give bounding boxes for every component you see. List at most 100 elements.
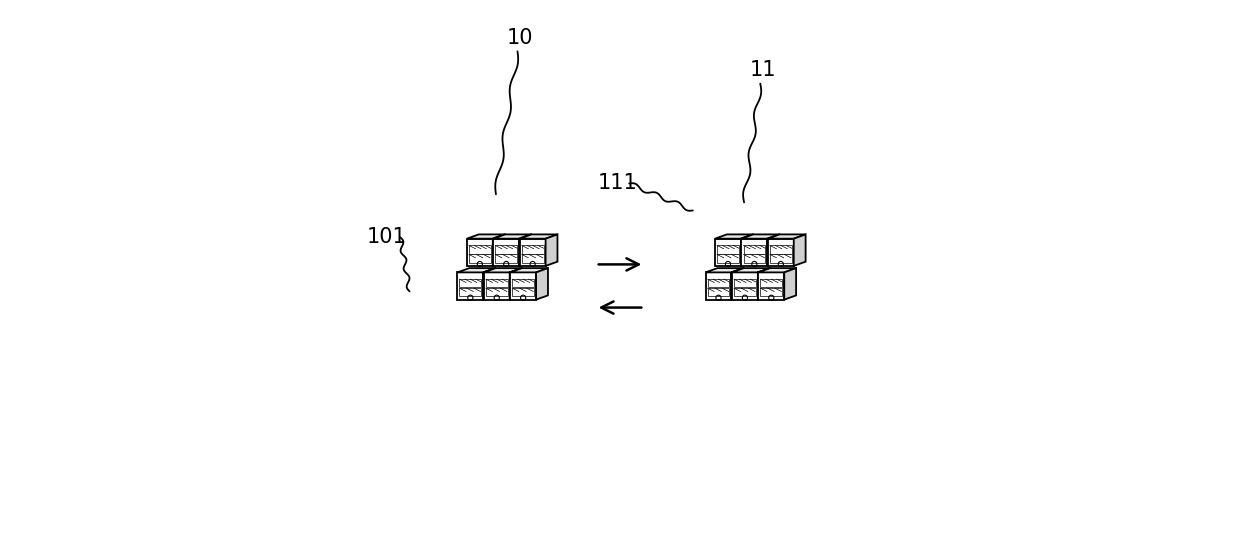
Polygon shape <box>492 234 505 266</box>
Circle shape <box>469 292 481 304</box>
Bar <box>770 245 791 253</box>
Circle shape <box>469 283 482 296</box>
Circle shape <box>508 288 521 300</box>
Circle shape <box>725 296 738 308</box>
Circle shape <box>718 292 729 304</box>
Polygon shape <box>715 234 753 239</box>
Circle shape <box>496 295 511 310</box>
Circle shape <box>477 296 490 308</box>
Polygon shape <box>794 234 806 266</box>
Circle shape <box>498 280 511 292</box>
Circle shape <box>486 276 501 292</box>
Circle shape <box>718 283 732 297</box>
Bar <box>512 288 534 296</box>
Bar <box>717 245 739 253</box>
Bar <box>744 245 765 253</box>
Bar <box>467 239 492 266</box>
Circle shape <box>485 295 501 311</box>
Circle shape <box>465 287 480 301</box>
Bar <box>742 239 768 266</box>
Circle shape <box>717 291 730 305</box>
Circle shape <box>505 291 520 305</box>
Circle shape <box>725 295 739 309</box>
Polygon shape <box>546 234 558 266</box>
Bar <box>522 245 543 253</box>
Circle shape <box>466 288 479 300</box>
Bar <box>715 239 742 266</box>
Bar <box>486 279 507 287</box>
Circle shape <box>475 278 490 293</box>
Ellipse shape <box>404 255 582 333</box>
Circle shape <box>486 296 500 310</box>
Bar <box>768 239 794 266</box>
Circle shape <box>506 292 518 304</box>
Bar <box>512 279 534 287</box>
Circle shape <box>734 277 749 292</box>
Circle shape <box>753 283 766 297</box>
Circle shape <box>497 296 510 308</box>
Bar <box>495 255 517 263</box>
Polygon shape <box>520 234 531 266</box>
Bar <box>734 279 755 287</box>
Polygon shape <box>768 234 806 239</box>
Bar <box>520 239 546 266</box>
Polygon shape <box>467 234 505 239</box>
Circle shape <box>733 276 749 293</box>
Ellipse shape <box>652 255 831 334</box>
Circle shape <box>476 295 491 310</box>
Bar <box>486 288 507 296</box>
Circle shape <box>745 280 759 293</box>
Polygon shape <box>768 234 779 266</box>
Bar <box>494 239 520 266</box>
Polygon shape <box>758 268 770 300</box>
Circle shape <box>754 292 765 304</box>
Polygon shape <box>784 268 796 300</box>
Bar <box>460 279 481 287</box>
Circle shape <box>715 288 728 300</box>
Polygon shape <box>484 268 495 300</box>
Bar <box>469 255 491 263</box>
Circle shape <box>714 287 728 301</box>
Circle shape <box>724 279 738 293</box>
Bar <box>770 255 791 263</box>
Bar <box>708 288 729 296</box>
Bar <box>469 245 491 253</box>
Bar <box>717 255 739 263</box>
Circle shape <box>735 296 748 310</box>
Circle shape <box>754 287 769 301</box>
Text: 10: 10 <box>507 28 533 48</box>
Ellipse shape <box>657 257 826 331</box>
Bar <box>458 272 484 300</box>
Polygon shape <box>742 234 753 266</box>
Polygon shape <box>484 268 522 272</box>
Bar <box>708 279 729 287</box>
Circle shape <box>497 279 511 293</box>
Polygon shape <box>759 268 796 272</box>
Bar <box>484 272 510 300</box>
Polygon shape <box>732 268 743 300</box>
Circle shape <box>753 284 765 296</box>
Bar <box>734 288 755 296</box>
Polygon shape <box>458 268 495 272</box>
Polygon shape <box>732 268 770 272</box>
Circle shape <box>507 287 522 301</box>
Circle shape <box>745 296 756 308</box>
Circle shape <box>744 295 758 309</box>
Circle shape <box>469 282 482 297</box>
Circle shape <box>505 282 520 297</box>
Polygon shape <box>520 234 558 239</box>
Bar <box>495 245 517 253</box>
Text: 11: 11 <box>750 60 776 80</box>
Bar <box>706 272 732 300</box>
Text: 111: 111 <box>598 173 637 193</box>
Circle shape <box>724 280 737 293</box>
Bar <box>510 272 536 300</box>
Polygon shape <box>494 234 531 239</box>
Polygon shape <box>706 268 743 272</box>
Circle shape <box>467 291 481 305</box>
Bar <box>522 255 543 263</box>
Bar <box>732 272 758 300</box>
Circle shape <box>755 288 768 300</box>
Circle shape <box>506 283 518 296</box>
Circle shape <box>746 281 758 292</box>
